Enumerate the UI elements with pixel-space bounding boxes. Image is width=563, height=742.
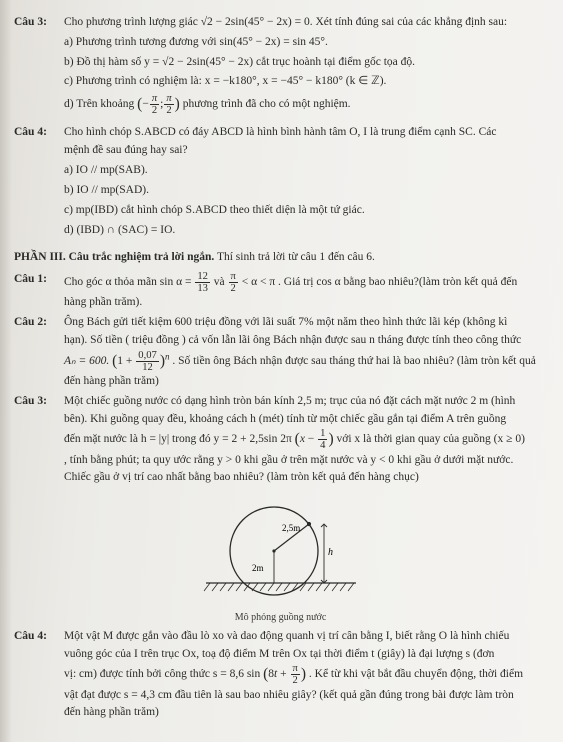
part3-heading-tail: Thí sinh trả lời từ câu 1 đến câu 6. [214, 251, 375, 263]
p3q1-post: < α < π . Giá trị cos α bằng bao nhiêu?(… [242, 276, 517, 288]
q4-label: Câu 4: [14, 124, 64, 142]
p3q3-frac-d: 4 [318, 440, 327, 451]
p3q2-l1: Ông Bách gửi tiết kiệm 600 triệu đồng vớ… [64, 314, 547, 332]
p3q2-formula-pre: Aₙ = 600. [64, 355, 109, 367]
p3q4-l5: đến hàng phần trăm) [64, 704, 547, 722]
p3q3-l1: Một chiếc guồng nước có dạng hình tròn b… [64, 393, 547, 411]
q3-opt-b: b) Đồ thị hàm số y = √2 − 2sin(45° − 2x)… [64, 54, 547, 72]
wheel-diagram: 2,5m h 2m Mô phỏng guồng nước [14, 493, 547, 626]
p3q4-l3: vị: cm) được tính bởi công thức s = 8,6 … [64, 663, 547, 686]
p3q4-l3-post: . Kể từ khi vật bắt đầu chuyển động, thờ… [309, 669, 523, 681]
q3-opt-c: c) Phương trình có nghiệm là: x = −k180°… [64, 73, 547, 91]
p3q3: Câu 3: Một chiếc guồng nước có dạng hình… [14, 393, 547, 411]
exam-page: Câu 3: Cho phương trình lượng giác √2 − … [0, 0, 563, 742]
p3q4: Câu 4: Một vật M được gắn vào đầu lò xo … [14, 628, 547, 646]
part3-heading-text: PHẦN III. Câu trắc nghiệm trả lời ngắn. [14, 251, 214, 263]
p3q1-frac-n: 12 [195, 271, 210, 283]
wheel-svg: 2,5m h 2m [196, 493, 366, 608]
q3-d-pre: d) Trên khoảng [64, 98, 137, 110]
p3q3-l3: đến mặt nước là h = |y| trong đó y = 2 +… [64, 428, 547, 451]
q3-opt-a: a) Phương trình tương đương với sin(45° … [64, 34, 547, 52]
q4-stem1: Cho hình chóp S.ABCD có đáy ABCD là hình… [64, 124, 547, 142]
p3q1-body: Cho góc α thỏa mãn sin α = 1213 và π2 < … [64, 271, 547, 294]
p3q2-label: Câu 2: [14, 314, 64, 332]
p3q2-formula-post: . Số tiền ông Bách nhận được sau tháng t… [172, 355, 535, 367]
diagram-caption: Mô phỏng guồng nước [235, 610, 327, 626]
p3q3-label: Câu 3: [14, 393, 64, 411]
p3q1-mid: và [214, 276, 228, 288]
p3q3-l3-post: với x là thời gian quay của guồng (x ≥ 0… [337, 434, 525, 446]
q4-opt-c: c) mp(IBD) cắt hình chóp S.ABCD theo thi… [64, 202, 547, 220]
q4-stem2: mệnh đề sau đúng hay sai? [64, 142, 547, 160]
p3q3-l3-pre: đến mặt nước là h = |y| trong đó y = 2 +… [64, 434, 292, 446]
q4-opt-a: a) IO // mp(SAB). [64, 162, 547, 180]
part3-heading: PHẦN III. Câu trắc nghiệm trả lời ngắn. … [14, 249, 547, 267]
p3q4-frac-n: π [291, 663, 300, 675]
p3q1-frac2-n: π [229, 271, 238, 283]
p3q4-l2: vuông góc của I trên trục Ox, toạ độ điể… [64, 646, 547, 664]
p3q4-l3-pre: vị: cm) được tính bởi công thức s = 8,6 … [64, 669, 260, 681]
p3q1-line2: hàng phần trăm). [64, 294, 547, 312]
diagram-h-label: h [328, 547, 333, 558]
q3-opt-d: d) Trên khoảng (−π2;π2) phương trình đã … [64, 93, 547, 116]
p3q1-pre: Cho góc α thỏa mãn sin α = [64, 276, 194, 288]
p3q3-l4: , tính bằng phút; ta quy ước rằng y > 0 … [64, 452, 547, 470]
p3q2-l4: đến hàng phần trăm) [64, 373, 547, 391]
p3q4-label: Câu 4: [14, 628, 64, 646]
p3q4-frac-d: 2 [291, 675, 300, 686]
q3-d-post: phương trình đã cho có một nghiệm. [183, 98, 351, 110]
p3q2: Câu 2: Ông Bách gửi tiết kiệm 600 triệu … [14, 314, 547, 332]
p3q3-l5: Chiếc gầu ở vị trí cao nhất bằng bao nhi… [64, 469, 547, 487]
p3q1-frac-d: 13 [195, 283, 210, 294]
p3q3-l2: bên). Khi guồng quay đều, khoảng cách h … [64, 411, 547, 429]
p3q4-l1: Một vật M được gắn vào đầu lò xo và dao … [64, 628, 547, 646]
p3q2-frac-d: 12 [136, 362, 159, 373]
p3q2-frac-n: 0,07 [136, 350, 159, 362]
q3-stem: Cho phương trình lượng giác √2 − 2sin(45… [64, 14, 547, 32]
p3q1-frac2-d: 2 [229, 283, 238, 294]
p3q1-label: Câu 1: [14, 271, 64, 289]
p3q3-frac-n: 1 [318, 428, 327, 440]
q3: Câu 3: Cho phương trình lượng giác √2 − … [14, 14, 547, 32]
q4: Câu 4: Cho hình chóp S.ABCD có đáy ABCD … [14, 124, 547, 142]
p3q2-formula: Aₙ = 600. (1 + 0,0712)n . Số tiền ông Bá… [64, 350, 547, 373]
p3q4-l4: vật đạt được s = 4,3 cm đầu tiên là sau … [64, 687, 547, 705]
q4-opt-b: b) IO // mp(SAD). [64, 182, 547, 200]
q3-label: Câu 3: [14, 14, 64, 32]
q4-opt-d: d) (IBD) ∩ (SAC) = IO. [64, 222, 547, 240]
p3q1: Câu 1: Cho góc α thỏa mãn sin α = 1213 v… [14, 271, 547, 294]
p3q2-l2: hạn). Số tiền ( triệu đồng ) cả vốn lẫn … [64, 332, 547, 350]
diagram-2m-label: 2m [252, 563, 264, 573]
diagram-r-label: 2,5m [282, 523, 300, 533]
